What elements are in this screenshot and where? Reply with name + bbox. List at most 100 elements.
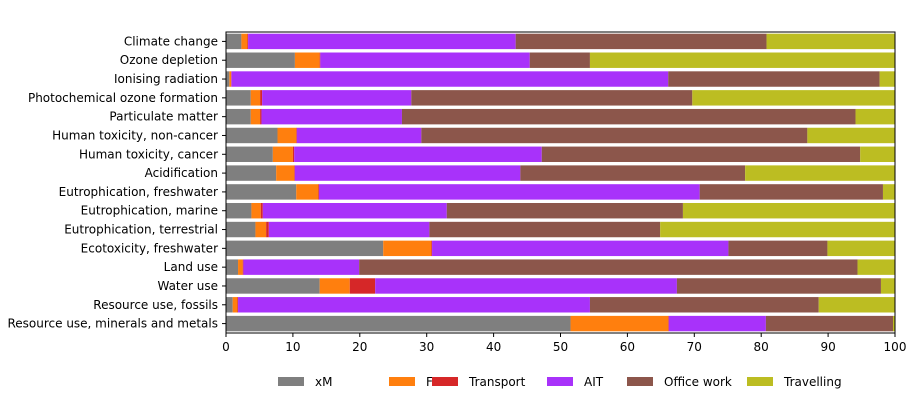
- bar-segment-xm: [226, 52, 295, 68]
- x-tick-label: 60: [620, 340, 635, 354]
- legend-swatch-fm: [389, 377, 415, 386]
- bar-segment-office-work: [728, 240, 828, 257]
- bar-segment-transport: [260, 108, 262, 125]
- bar-segment-travelling: [892, 315, 895, 332]
- bar-segment-office-work: [676, 278, 881, 294]
- bar-segment-ait: [243, 259, 360, 275]
- bar-segment-travelling: [879, 71, 895, 87]
- bar-segment-ait: [268, 221, 430, 238]
- bar-segment-xm: [226, 259, 239, 275]
- x-tick-label: 90: [820, 340, 835, 354]
- bar-segment-office-work: [668, 71, 880, 87]
- bar-segment-office-work: [421, 127, 808, 144]
- bar-segment-transport: [318, 184, 319, 200]
- bar-segment-office-work: [541, 146, 861, 162]
- legend-swatch-office-work: [627, 377, 653, 386]
- bar-segment-transport: [296, 127, 297, 144]
- bar-segment-xm: [226, 108, 251, 125]
- bar-segment-ait: [262, 90, 412, 106]
- bar-segment-transport: [319, 52, 321, 68]
- bar-segment-transport: [260, 90, 263, 106]
- bar-segment-ait: [320, 52, 530, 68]
- bar-segment-travelling: [860, 146, 895, 162]
- bar-segment-transport: [431, 240, 433, 257]
- category-label: Eutrophication, freshwater: [59, 185, 218, 199]
- x-tick-label: 10: [285, 340, 300, 354]
- bar-segment-fm: [276, 165, 295, 181]
- bar-segment-xm: [226, 278, 320, 294]
- x-tick-label: 80: [754, 340, 769, 354]
- bar-segment-xm: [226, 203, 252, 219]
- legend-swatch-xm: [278, 377, 304, 386]
- bar-segment-ait: [375, 278, 677, 294]
- bar-segment-fm: [383, 240, 432, 257]
- category-label: Ozone depletion: [120, 53, 218, 67]
- category-label: Ecotoxicity, freshwater: [81, 241, 218, 255]
- x-tick-label: 40: [486, 340, 501, 354]
- bar-segment-xm: [226, 315, 571, 332]
- legend-swatch-ait: [547, 377, 573, 386]
- bar-segment-transport: [349, 278, 376, 294]
- category-label: Resource use, minerals and metals: [7, 317, 218, 331]
- bar-segment-ait: [262, 203, 447, 219]
- bar-segment-xm: [226, 127, 278, 144]
- bar-segment-travelling: [766, 33, 895, 50]
- bar-segment-travelling: [589, 52, 895, 68]
- bar-segment-ait: [238, 297, 590, 313]
- bar-segment-xm: [226, 33, 242, 50]
- bar-segment-transport: [668, 315, 669, 332]
- bar-segment-xm: [226, 297, 233, 313]
- bar-segment-travelling: [660, 221, 895, 238]
- bar-segment-office-work: [429, 221, 661, 238]
- bar-segment-travelling: [682, 203, 895, 219]
- bar-segment-office-work: [401, 108, 856, 125]
- bar-segment-office-work: [520, 165, 746, 181]
- category-label: Eutrophication, terrestrial: [64, 223, 218, 237]
- bar-segment-xm: [226, 240, 384, 257]
- category-label: Particulate matter: [109, 110, 218, 124]
- bar-segment-transport: [260, 203, 263, 219]
- bar-segment-ait: [261, 108, 402, 125]
- legend-swatch-transport: [432, 377, 458, 386]
- bar-segment-ait: [231, 71, 669, 87]
- bar-segment-office-work: [411, 90, 693, 106]
- bar-segment-ait: [248, 33, 516, 50]
- bar-segment-fm: [229, 71, 232, 87]
- bar-segment-office-work: [515, 33, 767, 50]
- bar-segment-fm: [232, 297, 238, 313]
- category-labels: Climate change Ozone depletion Ionising ra…: [7, 34, 226, 331]
- legend-label: xM: [315, 375, 332, 389]
- category-label: Ionising radiation: [114, 72, 218, 86]
- bar-segment-fm: [272, 146, 293, 162]
- legend-label: Office work: [664, 375, 732, 389]
- bar-segment-transport: [247, 33, 249, 50]
- category-label: Acidification: [145, 166, 218, 180]
- category-label: Resource use, fossils: [93, 298, 218, 312]
- legend-label: Travelling: [783, 375, 842, 389]
- bar-segment-xm: [226, 71, 230, 87]
- bar-segment-travelling: [807, 127, 895, 144]
- bar-segment-xm: [226, 221, 256, 238]
- bar-segment-ait: [432, 240, 729, 257]
- bar-segment-ait: [296, 127, 422, 144]
- bar-segment-fm: [277, 127, 297, 144]
- bar-segment-transport: [237, 297, 239, 313]
- bar-segment-xm: [226, 165, 277, 181]
- category-label: Photochemical ozone formation: [28, 91, 218, 105]
- bar-segment-travelling: [880, 278, 895, 294]
- category-label: Eutrophication, marine: [81, 204, 218, 218]
- category-label: Land use: [164, 260, 218, 274]
- bar-segment-fm: [296, 184, 319, 200]
- bar-segment-xm: [226, 146, 273, 162]
- bar-segment-travelling: [857, 259, 895, 275]
- x-tick-label: 100: [884, 340, 907, 354]
- legend-label: AIT: [584, 375, 604, 389]
- bar-segment-travelling: [692, 90, 895, 106]
- bar-segment-transport: [266, 221, 269, 238]
- bar-segment-office-work: [699, 184, 883, 200]
- category-label: Climate change: [124, 34, 218, 48]
- bar-segment-fm: [294, 52, 320, 68]
- bar-segment-fm: [250, 90, 261, 106]
- bar-segment-xm: [226, 184, 297, 200]
